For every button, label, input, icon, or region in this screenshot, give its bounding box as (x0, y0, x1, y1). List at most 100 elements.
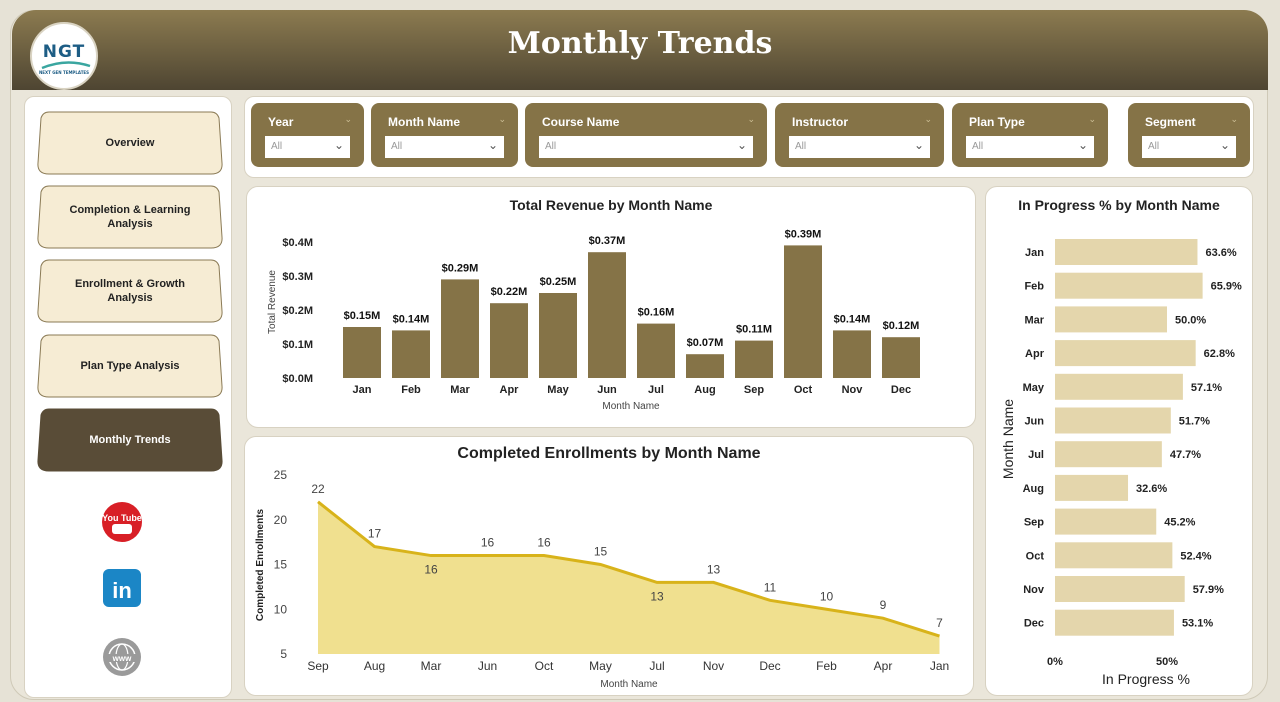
segment-dropdown[interactable]: All ⌄ (1142, 136, 1236, 158)
revenue-bar[interactable] (784, 245, 822, 378)
nav-button-plan-type-analysis[interactable]: Plan Type Analysis (37, 334, 223, 398)
filter-segment: Segment ⌄ All ⌄ (1128, 103, 1250, 167)
bar-data-label: 51.7% (1179, 416, 1210, 428)
bar-data-label: $0.37M (589, 235, 626, 247)
y-axis-label: Month Name (1000, 399, 1016, 479)
inprogress-bar[interactable] (1055, 441, 1162, 468)
bar-data-label: 65.9% (1211, 281, 1242, 293)
filter-instructor: Instructor ⌄ All ⌄ (775, 103, 944, 167)
filter-label: Month Name (388, 115, 460, 129)
inprogress-bar[interactable] (1055, 272, 1203, 299)
revenue-bar[interactable] (490, 303, 528, 378)
bar-data-label: 53.1% (1182, 618, 1213, 630)
header-bar: Monthly Trends NGT NEXT GEN TEMPLATES (12, 10, 1268, 90)
bar-data-label: $0.12M (883, 320, 920, 332)
year-dropdown[interactable]: All ⌄ (265, 136, 350, 158)
revenue-bar[interactable] (392, 330, 430, 378)
inprogress-bar[interactable] (1055, 306, 1167, 333)
course-name-dropdown[interactable]: All ⌄ (539, 136, 753, 158)
nav-label: Overview (105, 137, 155, 149)
y-tick-label: 10 (274, 602, 288, 616)
x-tick-label: Jan (930, 659, 949, 673)
revenue-bar[interactable] (441, 279, 479, 378)
x-tick-label: Jun (478, 659, 497, 673)
revenue-bar[interactable] (588, 252, 626, 378)
month-name-dropdown[interactable]: All ⌄ (385, 136, 504, 158)
website-icon[interactable]: www (101, 636, 143, 678)
filter-month-name: Month Name ⌄ All ⌄ (371, 103, 518, 167)
revenue-bar[interactable] (882, 337, 920, 378)
x-tick-label: Apr (500, 384, 520, 396)
bar-data-label: 57.1% (1191, 382, 1222, 394)
inprogress-bar[interactable] (1055, 474, 1129, 501)
y-tick-label: Aug (1023, 483, 1044, 495)
y-tick-label: $0.2M (282, 305, 313, 317)
y-tick-label: $0.3M (282, 271, 313, 283)
plan-type-dropdown[interactable]: All ⌄ (966, 136, 1094, 158)
inprogress-bar[interactable] (1055, 373, 1183, 400)
nav-button-enrollment-growth-analysis[interactable]: Enrollment & Growth Analysis (37, 259, 223, 323)
x-tick-label: Apr (874, 659, 893, 673)
filter-year: Year ⌄ All ⌄ (251, 103, 364, 167)
inprogress-bar[interactable] (1055, 508, 1157, 535)
bar-data-label: 47.7% (1170, 449, 1201, 461)
linkedin-icon[interactable]: in (101, 567, 143, 609)
nav-button-completion-learning-analysis[interactable]: Completion & Learning Analysis (37, 185, 223, 249)
inprogress-bar[interactable] (1055, 609, 1174, 636)
revenue-bar[interactable] (735, 340, 773, 378)
nav-button-monthly-trends[interactable]: Monthly Trends (37, 408, 223, 472)
instructor-dropdown[interactable]: All ⌄ (789, 136, 930, 158)
inprogress-bar[interactable] (1055, 340, 1196, 367)
nav-label: Monthly Trends (89, 434, 171, 446)
point-data-label: 22 (311, 482, 325, 496)
chevron-down-icon[interactable]: ⌄ (924, 115, 932, 125)
enrollments-line[interactable] (317, 500, 940, 638)
inprogress-bar[interactable] (1055, 576, 1185, 602)
point-data-label: 17 (368, 527, 382, 541)
inprogress-bar[interactable] (1055, 542, 1173, 569)
revenue-chart-title: Total Revenue by Month Name (509, 197, 713, 213)
chevron-down-icon[interactable]: ⌄ (498, 115, 506, 125)
chevron-down-icon[interactable]: ⌄ (747, 115, 755, 125)
filter-label: Segment (1145, 115, 1196, 129)
nav-button-overview[interactable]: Overview (37, 111, 223, 175)
y-tick-label: Dec (1024, 618, 1044, 630)
filter-label: Plan Type (969, 115, 1025, 129)
chevron-down-icon[interactable]: ⌄ (1088, 115, 1096, 125)
dropdown-value: All (391, 141, 403, 152)
y-tick-label: Sep (1024, 517, 1044, 529)
youtube-icon[interactable]: You Tube (101, 501, 143, 543)
point-data-label: 13 (707, 562, 721, 576)
filter-label: Course Name (542, 115, 620, 129)
dropdown-value: All (271, 141, 283, 152)
revenue-bar[interactable] (637, 323, 675, 378)
point-data-label: 16 (481, 536, 495, 550)
revenue-bar-chart: $0.0M $0.1M $0.2M $0.3M $0.4M $0.15M Jan $0.14M… (267, 228, 920, 412)
point-data-label: 13 (650, 589, 664, 603)
bar-data-label: 57.9% (1193, 584, 1224, 596)
chevron-down-icon: ⌄ (1077, 138, 1088, 152)
y-tick-label: Feb (1024, 281, 1044, 293)
x-tick-label: Sep (744, 384, 764, 396)
revenue-bar[interactable] (686, 354, 724, 378)
page-title: Monthly Trends (507, 26, 773, 61)
x-tick-label: May (547, 384, 569, 396)
revenue-bar[interactable] (833, 330, 871, 378)
chevron-down-icon[interactable]: ⌄ (344, 115, 352, 125)
y-tick-label: Mar (1024, 314, 1044, 326)
filter-label: Year (268, 115, 294, 129)
chevron-down-icon[interactable]: ⌄ (1230, 115, 1238, 125)
inprogress-chart-title: In Progress % by Month Name (1018, 197, 1220, 213)
inprogress-bar[interactable] (1055, 239, 1198, 265)
revenue-bar[interactable] (343, 327, 381, 378)
nav-label: Enrollment & Growth Analysis (75, 278, 185, 304)
x-tick-label: Jan (353, 384, 372, 396)
revenue-bar[interactable] (539, 293, 577, 378)
bar-data-label: 50.0% (1175, 314, 1206, 326)
point-data-label: 7 (936, 616, 943, 630)
y-tick-label: $0.4M (282, 237, 313, 249)
enrollments-area-chart: 5 10 15 20 25 22 Sep 17 Aug 16 Mar 16 Jun 16 Oct 15 May 1… (255, 468, 949, 690)
filter-plan-type: Plan Type ⌄ All ⌄ (952, 103, 1108, 167)
bar-data-label: $0.14M (834, 313, 871, 325)
inprogress-bar[interactable] (1055, 407, 1171, 434)
